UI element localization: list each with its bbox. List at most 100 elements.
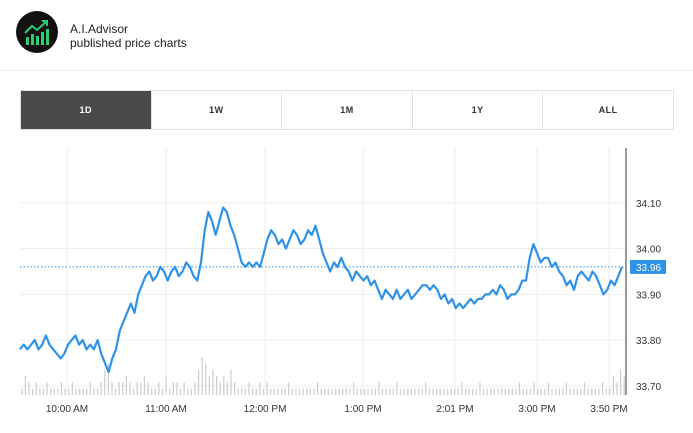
volume-bar [544,388,546,395]
volume-bar [64,388,66,395]
volume-bar [136,382,138,395]
x-tick-label: 3:00 PM [518,404,555,415]
volume-bar [381,388,384,395]
volume-bar [284,388,286,395]
volume-bar [508,388,510,395]
volume-bar [555,388,557,395]
volume-bar [78,388,81,395]
volume-bar [172,382,174,395]
volume-bar [262,388,265,395]
volume-bar [197,369,200,395]
y-tick-label: 34.10 [636,199,661,210]
volume-bar [266,382,268,395]
volume-bar [619,369,622,395]
volume-bar [421,388,423,395]
brand-name: A.I.Advisor [70,22,129,36]
volume-bar [60,382,63,395]
volume-bar [208,376,210,395]
volume-bar [363,388,366,395]
volume-bar [439,388,441,395]
volume-bar [82,388,84,395]
tab-1m[interactable]: 1M [282,91,413,129]
volume-bar [219,382,221,395]
volume-bar [594,388,596,395]
volume-bar [302,388,304,395]
volume-bar [569,388,571,395]
volume-bar [215,376,218,395]
volume-bar [479,382,481,395]
volume-bar [410,388,412,395]
volume-bar [316,382,319,395]
volume-bar [558,388,560,395]
volume-bar [288,382,290,395]
volume-bar [482,388,485,395]
volume-bar [129,382,131,395]
chart-header: A.I.Advisor published price charts [0,0,693,71]
volume-bar [32,388,34,395]
volume-bar [230,369,232,395]
volume-bar [378,382,380,395]
volume-bar [313,388,315,395]
volume-bar [511,388,513,395]
volume-bar [46,382,48,395]
volume-bar [35,382,37,395]
volume-bar [417,388,420,395]
volume-bar [201,357,203,395]
x-tick-label: 12:00 PM [244,404,287,415]
volume-bar [371,388,373,395]
volume-bar [540,388,542,395]
volume-bar [270,388,272,395]
volume-bar [320,388,322,395]
volume-bar [472,388,474,395]
volume-bar [75,388,77,395]
volume-bar [522,388,524,395]
volume-bar [183,382,185,395]
volume-bar [385,388,387,395]
volume-bar [565,382,568,395]
volume-bar [53,388,55,395]
volume-bar [194,382,196,395]
brand-subtitle: published price charts [70,36,187,50]
volume-bar [50,388,52,395]
volume-bar [425,382,427,395]
volume-bar [86,388,88,395]
volume-bar [612,376,614,395]
brand-block: A.I.Advisor published price charts [70,22,187,50]
tab-1y[interactable]: 1Y [413,91,544,129]
volume-bar [295,388,297,395]
volume-bar [605,388,607,395]
volume-bar [147,382,149,395]
volume-bar [450,388,452,395]
volume-bar [114,388,117,395]
volume-bar [342,388,344,395]
volume-bar [389,388,391,395]
volume-bar [580,388,582,395]
growth-chart-icon [16,11,58,53]
tab-1w[interactable]: 1W [152,91,283,129]
volume-bar [598,388,600,395]
tab-1d[interactable]: 1D [21,91,152,129]
volume-bar [457,388,459,395]
tab-all[interactable]: ALL [598,105,618,115]
volume-bar [443,388,445,395]
volume-bar [468,388,470,395]
volume-bar [298,388,301,395]
volume-bar [96,388,99,395]
volume-bar [176,382,178,395]
volume-bar [42,388,45,395]
volume-bar [609,388,611,395]
volume-bar [327,388,330,395]
volume-bar [403,388,405,395]
volume-bar [547,382,550,395]
volume-bar [461,382,463,395]
timeframe-tabs: 1D 1W 1M 1Y ALL [20,90,674,130]
volume-bar [100,382,102,395]
y-tick-label: 34.00 [636,245,661,256]
volume-bar [179,388,182,395]
volume-bar [367,388,369,395]
volume-bar [353,382,355,395]
volume-bar [309,388,311,395]
volume-bar [616,382,618,395]
x-tick-label: 11:00 AM [145,404,187,415]
